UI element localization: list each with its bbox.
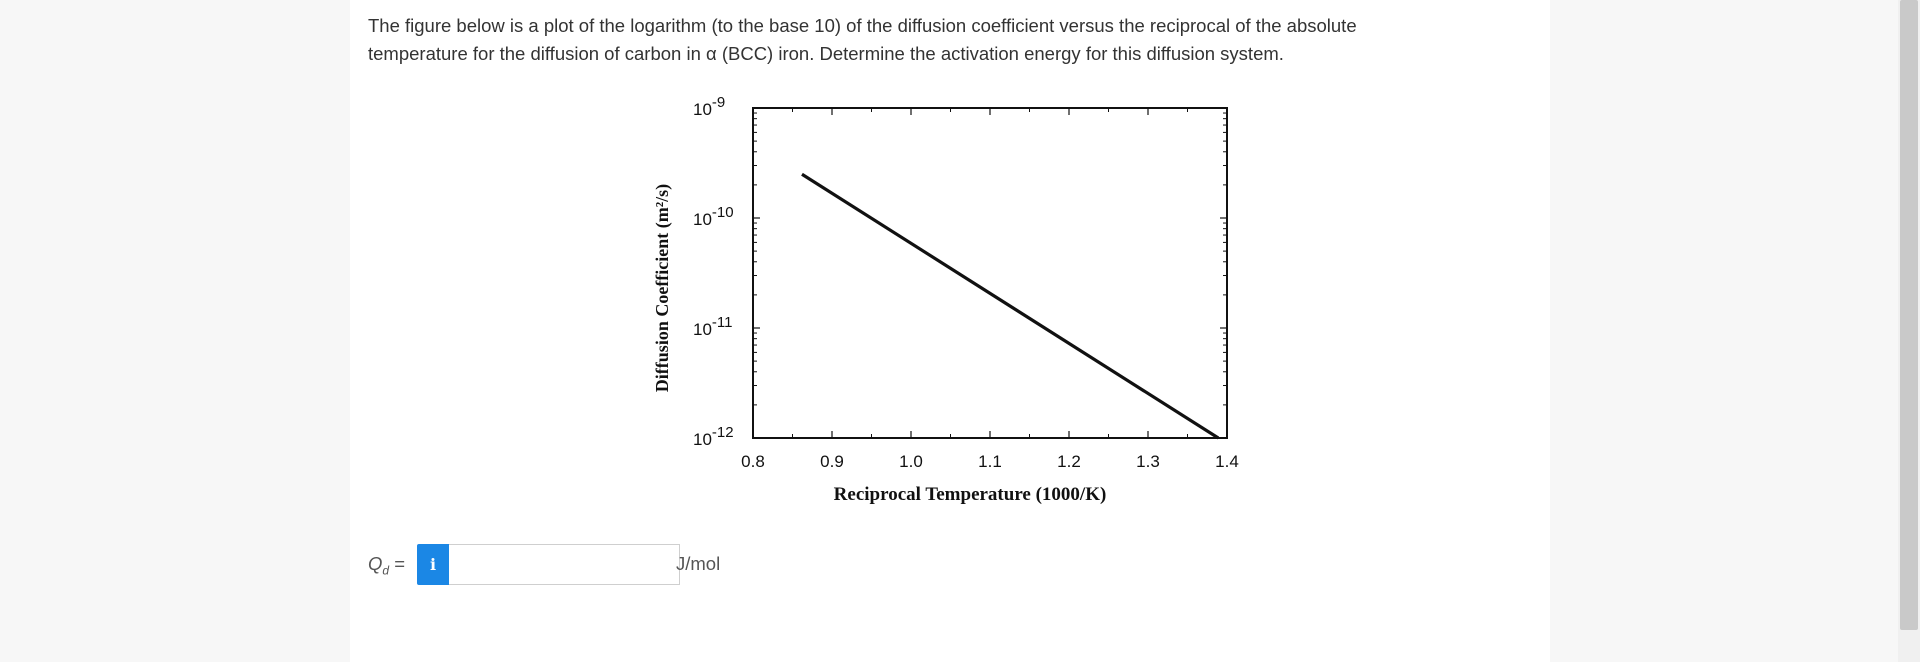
activation-energy-input[interactable]: [449, 544, 680, 585]
y-tick-label: 10-10: [693, 204, 734, 229]
x-tick-label: 1.3: [1136, 452, 1160, 471]
x-tick-label: 1.1: [978, 452, 1002, 471]
qd-label: Qd =: [368, 553, 405, 578]
qd-equals: =: [389, 553, 406, 574]
x-tick-label: 1.0: [899, 452, 923, 471]
x-tick-label: 0.9: [820, 452, 844, 471]
scrollbar-thumb[interactable]: [1900, 0, 1918, 630]
qd-subscript: d: [382, 563, 390, 578]
info-button[interactable]: i: [417, 544, 449, 585]
question-line-1: The figure below is a plot of the logari…: [368, 15, 1357, 36]
x-axis-title: Reciprocal Temperature (1000/K): [834, 484, 1107, 505]
x-tick-label: 1.4: [1215, 452, 1239, 471]
x-tick-label: 1.2: [1057, 452, 1081, 471]
diffusion-line: [801, 172, 1220, 440]
y-tick-label: 10-12: [693, 424, 734, 449]
plot-frame: [752, 107, 1228, 439]
answer-row: Qd = i J/mol: [368, 544, 868, 586]
question-line-2: temperature for the diffusion of carbon …: [368, 43, 1284, 64]
y-axis-title: Diffusion Coefficient (m²/s): [652, 184, 673, 392]
question-text: The figure below is a plot of the logari…: [368, 12, 1508, 68]
y-tick-label: 10-11: [693, 314, 733, 339]
unit-label: J/mol: [676, 553, 721, 574]
info-icon: i: [429, 555, 437, 574]
y-tick-label: 10-9: [693, 94, 725, 119]
diffusion-plot: 0.8 0.9 1.0 1.1 1.2 1.3 1.4 10-9 10-10 10-11 10-12…: [645, 88, 1265, 518]
chart-svg: 0.8 0.9 1.0 1.1 1.2 1.3 1.4 10-9 10-10 10-11 10-12…: [652, 94, 1239, 505]
x-tick-label: 0.8: [741, 452, 765, 471]
qd-symbol: Q: [368, 553, 383, 574]
